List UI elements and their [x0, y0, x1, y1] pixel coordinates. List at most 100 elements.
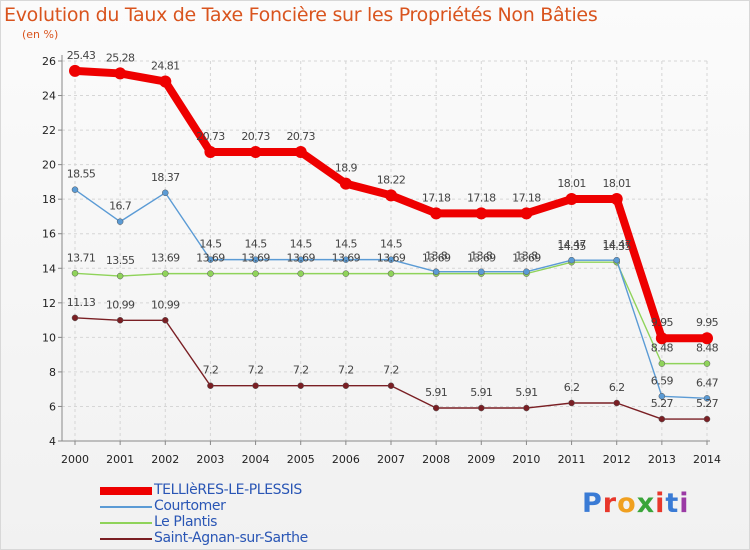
y-tick-label: 22 [42, 124, 56, 137]
x-tick-label: 2005 [287, 453, 315, 466]
data-label: 17.18 [422, 191, 451, 204]
logo-letter: i [655, 488, 666, 519]
data-label: 6.2 [609, 381, 625, 394]
data-point [297, 256, 304, 263]
data-point [297, 270, 304, 277]
y-tick-label: 20 [42, 159, 56, 172]
data-label: 7.2 [248, 364, 264, 377]
grid [62, 60, 710, 442]
proxiti-logo: Proxiti [582, 488, 690, 519]
data-point [478, 404, 485, 412]
data-label: 18.37 [151, 171, 180, 184]
legend-label: TELLIèRES-LE-PLESSIS [154, 482, 302, 498]
data-label: 13.55 [106, 254, 135, 267]
line-chart: 4 6 8 10 12 14 16 18 20 22 24 26 2000 2001 2002 2003 200… [42, 49, 721, 466]
data-point [116, 218, 124, 225]
data-point [207, 382, 214, 389]
data-label: 25.28 [106, 51, 135, 64]
data-point [387, 256, 395, 263]
legend-swatch [100, 506, 152, 508]
logo-letter: i [679, 488, 690, 519]
data-label: 13.69 [241, 252, 270, 265]
data-point [520, 207, 533, 220]
data-point [385, 189, 397, 202]
data-label: 13.69 [151, 252, 180, 265]
data-label: 13.69 [467, 252, 496, 265]
data-point [116, 317, 124, 324]
data-label: 6.47 [696, 376, 719, 389]
data-point [430, 207, 443, 220]
data-label: 6.59 [651, 374, 674, 387]
data-point [207, 270, 214, 277]
y-tick-label: 16 [42, 228, 56, 241]
data-point [342, 270, 350, 277]
data-label: 13.8 [425, 250, 448, 263]
data-point [342, 382, 350, 389]
data-point [116, 272, 124, 280]
data-label: 13.8 [515, 250, 538, 263]
data-label: 18.01 [557, 177, 586, 190]
x-tick-label: 2008 [422, 453, 450, 466]
data-label: 5.91 [425, 386, 447, 399]
data-point [565, 193, 578, 206]
y-tick-label: 12 [42, 297, 56, 310]
data-label: 9.95 [696, 316, 719, 329]
data-label: 13.71 [67, 251, 96, 264]
data-point [71, 314, 79, 322]
data-point [658, 360, 666, 367]
x-tick-label: 2006 [332, 453, 360, 466]
data-point [207, 256, 214, 263]
data-label: 14.47 [557, 238, 586, 251]
data-point [613, 256, 620, 264]
x-tick-label: 2001 [106, 453, 134, 466]
x-tick-label: 2010 [512, 453, 540, 466]
logo-letter: x [636, 488, 656, 519]
data-label: 14.5 [290, 238, 313, 251]
data-label: 10.99 [151, 298, 180, 311]
data-label: 13.69 [286, 252, 315, 265]
logo-letter: o [617, 488, 637, 519]
data-label: 14.5 [380, 238, 403, 251]
data-label: 7.2 [338, 364, 354, 377]
y-tick-label: 26 [42, 55, 56, 68]
data-label: 24.81 [151, 60, 180, 73]
data-label: 7.2 [203, 364, 219, 377]
legend-label: Le Plantis [154, 514, 218, 530]
data-point [658, 415, 666, 423]
chart-title: Evolution du Taux de Taxe Foncière sur l… [4, 4, 598, 26]
data-label: 7.2 [383, 364, 399, 377]
data-point [342, 256, 350, 263]
data-point [249, 146, 262, 159]
data-point [252, 256, 259, 263]
data-label: 5.91 [470, 386, 492, 399]
data-label: 7.2 [293, 364, 309, 377]
data-point [204, 146, 217, 159]
y-tick-label: 8 [49, 366, 56, 379]
data-point [610, 193, 623, 206]
logo-letter: t [665, 488, 680, 519]
data-label: 6.2 [564, 381, 580, 394]
data-point [162, 189, 169, 197]
y-tick-label: 4 [49, 435, 56, 448]
data-label: 18.55 [67, 168, 96, 181]
y-tick-label: 24 [42, 90, 56, 103]
data-labels: 25.43 25.28 24.81 20.73 20.73 20.73 18.9 18.22 1… [67, 49, 719, 410]
data-label: 18.9 [335, 162, 358, 175]
data-label: 13.69 [196, 252, 225, 265]
data-label: 11.13 [67, 296, 96, 309]
data-point [703, 360, 711, 367]
data-point [701, 332, 713, 345]
data-label: 17.18 [512, 191, 541, 204]
data-label: 16.7 [109, 200, 132, 213]
x-tick-label: 2014 [693, 453, 721, 466]
data-label: 20.73 [286, 130, 315, 143]
data-label: 18.01 [602, 177, 631, 190]
data-label: 14.5 [199, 238, 222, 251]
data-label: 20.73 [241, 130, 270, 143]
data-point [387, 270, 395, 277]
data-point [71, 270, 79, 277]
data-point [568, 399, 575, 407]
data-label: 14.5 [245, 238, 268, 251]
legend-swatch [100, 522, 152, 524]
